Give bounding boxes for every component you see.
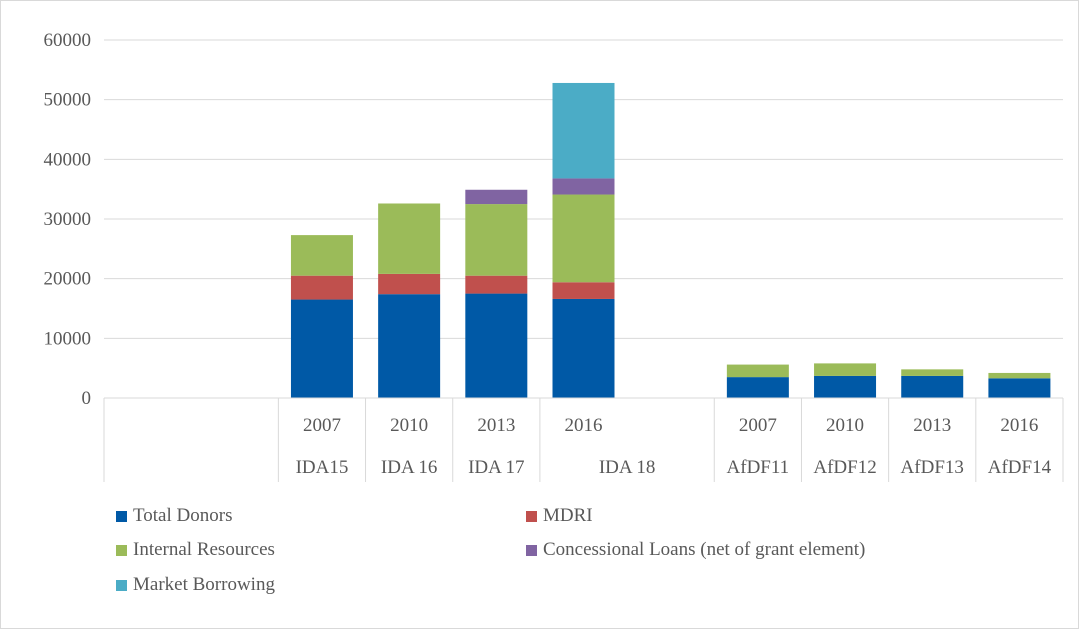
legend-swatch	[526, 544, 537, 556]
x-tick-label: 2016	[1000, 415, 1038, 436]
legend-label: Market Borrowing	[133, 574, 275, 595]
bar-segment-mdri	[552, 282, 615, 299]
bar-segment-total-donors	[988, 378, 1051, 398]
bar-segment-concessional-loans-net-of-grant-element	[465, 189, 528, 205]
legend-label: Total Donors	[133, 505, 233, 526]
bar-segment-internal-resources	[901, 369, 964, 376]
legend-item: Internal Resources	[116, 539, 275, 561]
legend-swatch	[116, 544, 127, 556]
legend-swatch	[116, 579, 127, 591]
x-tick-label: 2013	[913, 415, 951, 436]
legend-item: Total Donors	[116, 505, 232, 527]
bar-segment-total-donors	[726, 377, 789, 398]
bar-segment-internal-resources	[465, 204, 528, 276]
legend: Total Donors MDRI Internal Resources Conces…	[116, 501, 1016, 631]
bar-segment-internal-resources	[988, 372, 1051, 379]
bars	[290, 82, 1051, 398]
x-tick-label: 2010	[826, 415, 864, 436]
bar-segment-total-donors	[814, 375, 877, 398]
x-group-label: AfDF13	[901, 457, 964, 478]
bar-segment-mdri	[378, 273, 441, 295]
x-tick-label: 2010	[390, 415, 428, 436]
axis-labels: 0 10000 20000 30000 40000 50000 60000 2007 2010 2…	[44, 30, 1052, 478]
y-tick-label: 40000	[44, 149, 92, 170]
x-group-label: IDA 16	[381, 457, 437, 478]
bar-segment-total-donors	[465, 293, 528, 398]
legend-item: Concessional Loans (net of grant element…	[526, 539, 865, 561]
stacked-bar-chart: 0 10000 20000 30000 40000 50000 60000 2007 2010 2…	[44, 30, 1064, 482]
x-group-label: IDA 18	[599, 457, 655, 478]
x-group-label: AfDF11	[727, 457, 790, 478]
bar-segment-total-donors	[901, 375, 964, 398]
x-tick-label: 2016	[565, 415, 603, 436]
x-tick-label: 2013	[477, 415, 515, 436]
legend-swatch	[526, 510, 537, 522]
x-tick-label: 2007	[739, 415, 777, 436]
y-tick-label: 60000	[44, 30, 92, 51]
bar-segment-internal-resources	[552, 194, 615, 283]
bar-segment-market-borrowing	[552, 82, 615, 179]
legend-item: Market Borrowing	[116, 574, 275, 596]
legend-swatch	[116, 510, 127, 522]
x-group-label: AfDF14	[988, 457, 1052, 478]
y-tick-label: 30000	[44, 209, 92, 230]
legend-label: Internal Resources	[133, 539, 275, 560]
x-tick-label: 2007	[303, 415, 341, 436]
bar-segment-mdri	[465, 275, 528, 294]
legend-label: Concessional Loans (net of grant element…	[543, 539, 866, 560]
bar-segment-mdri	[290, 275, 353, 300]
x-group-label: AfDF12	[813, 457, 876, 478]
bar-segment-internal-resources	[290, 235, 353, 276]
y-tick-label: 50000	[44, 90, 92, 111]
bar-segment-total-donors	[378, 294, 441, 398]
x-group-label: IDA15	[296, 457, 349, 478]
y-tick-label: 0	[82, 388, 92, 409]
bar-segment-total-donors	[290, 299, 353, 398]
bar-segment-internal-resources	[814, 363, 877, 376]
bar-segment-internal-resources	[726, 364, 789, 378]
legend-item: MDRI	[526, 505, 593, 527]
bar-segment-internal-resources	[378, 203, 441, 274]
axes	[103, 397, 1064, 482]
x-group-label: IDA 17	[468, 457, 524, 478]
y-tick-label: 10000	[44, 328, 92, 349]
legend-label: MDRI	[543, 505, 593, 526]
bar-segment-concessional-loans-net-of-grant-element	[552, 178, 615, 195]
y-tick-label: 20000	[44, 269, 92, 290]
bar-segment-total-donors	[552, 298, 615, 398]
